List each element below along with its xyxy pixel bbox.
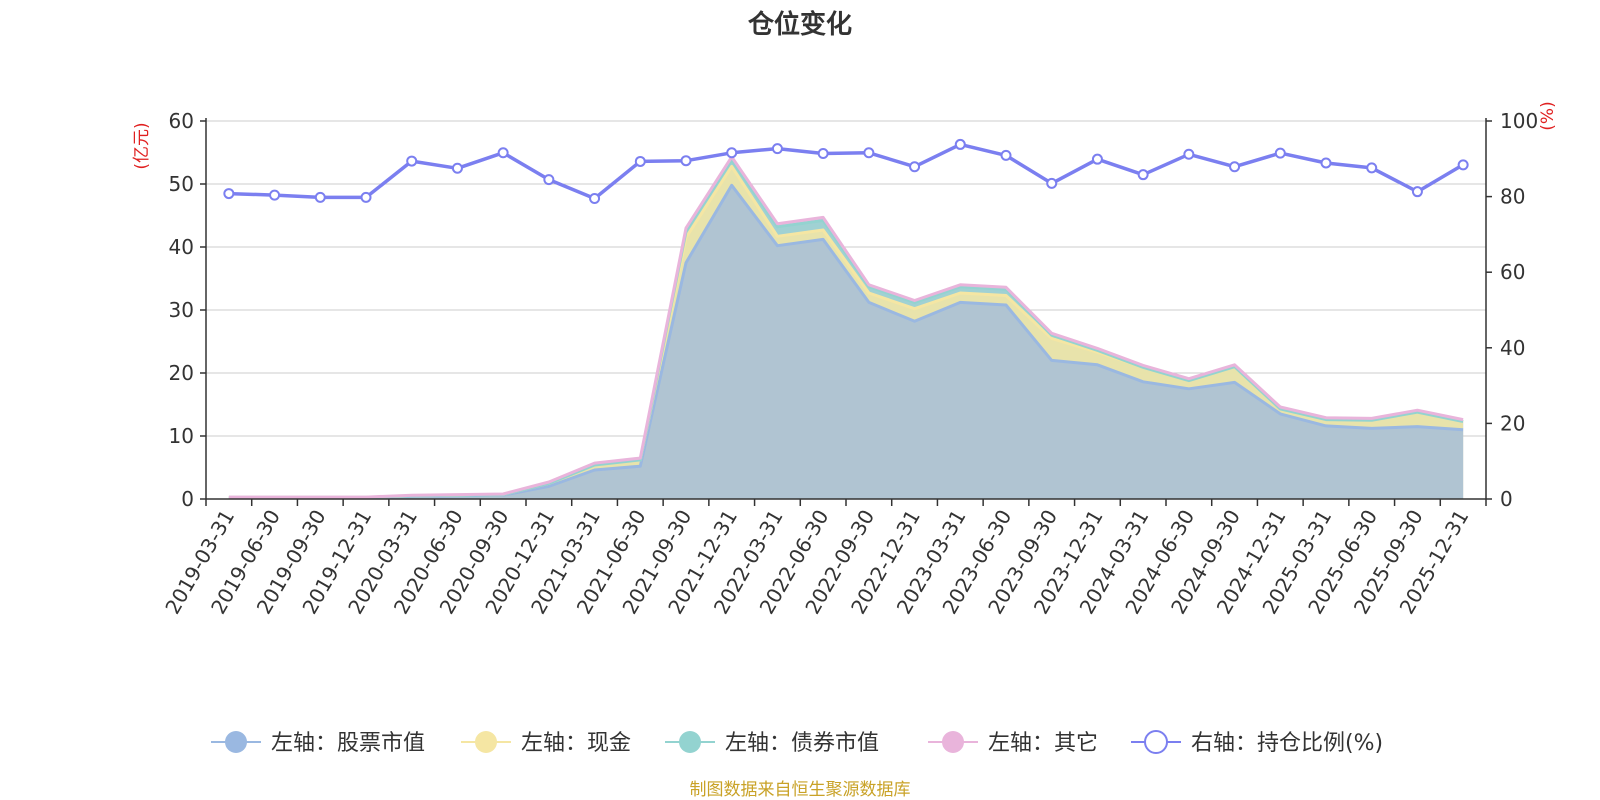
- legend[interactable]: 左轴：股票市值 左轴：现金 左轴：债券市值 左轴：其它 右轴：持仓比例(%): [211, 730, 1383, 756]
- ratio-point: [589, 192, 601, 204]
- legend-label: 左轴：其它: [988, 731, 1098, 756]
- left-axis-tick-label: 30: [169, 298, 194, 322]
- ratio-point: [406, 155, 418, 167]
- left-axis-tick-label: 0: [181, 487, 194, 511]
- ratio-point: [771, 143, 783, 155]
- legend-bond-value[interactable]: 左轴：债券市值: [665, 731, 879, 756]
- ratio-point: [314, 191, 326, 203]
- ratio-point: [726, 147, 738, 159]
- legend-label: 左轴：现金: [521, 731, 631, 756]
- ratio-point: [497, 147, 509, 159]
- ratio-point: [1411, 186, 1423, 198]
- left-axis-tick-label: 10: [169, 424, 194, 448]
- ratio-point: [954, 138, 966, 150]
- ratio-point: [680, 155, 692, 167]
- legend-label: 右轴：持仓比例(%): [1191, 731, 1383, 756]
- stacked-areas: [228, 155, 1464, 500]
- legend-stock-value[interactable]: 左轴：股票市值: [211, 731, 425, 756]
- legend-label: 左轴：债券市值: [725, 731, 879, 756]
- other-line: [228, 155, 1464, 499]
- ratio-point: [360, 191, 372, 203]
- ratio-line-series: [223, 138, 1469, 204]
- ratio-point: [1229, 161, 1241, 173]
- left-axis-tick-label: 50: [169, 172, 194, 196]
- right-axis-tick-label: 80: [1500, 185, 1525, 209]
- axes: 0 10 20 30 40 50 60 0 20 40 60 80 100: [169, 109, 1539, 511]
- left-axis-unit: (亿元): [132, 122, 152, 169]
- ratio-point: [817, 148, 829, 160]
- chart-title: 仓位变化: [747, 9, 852, 40]
- ratio-point: [909, 161, 921, 173]
- legend-other[interactable]: 左轴：其它: [928, 731, 1098, 756]
- right-axis-unit: (%): [1538, 101, 1558, 130]
- right-axis-tick-label: 60: [1500, 260, 1525, 284]
- ratio-point: [1137, 169, 1149, 181]
- ratio-point: [543, 174, 555, 186]
- ratio-point: [1274, 147, 1286, 159]
- legend-marker: [1144, 730, 1168, 754]
- legend-label: 左轴：股票市值: [271, 731, 425, 756]
- stock-value-area: [228, 185, 1464, 500]
- legend-marker: [475, 731, 497, 753]
- ratio-point: [1457, 159, 1469, 171]
- right-axis-tick-label: 40: [1500, 336, 1525, 360]
- ratio-point: [1046, 177, 1058, 189]
- ratio-point: [1320, 157, 1332, 169]
- ratio-point: [1366, 162, 1378, 174]
- ratio-point: [634, 155, 646, 167]
- legend-ratio[interactable]: 右轴：持仓比例(%): [1131, 730, 1383, 756]
- legend-marker: [942, 731, 964, 753]
- ratio-point: [1183, 148, 1195, 160]
- ratio-point: [1091, 153, 1103, 165]
- x-axis-labels: 2019-03-312019-06-302019-09-302019-12-31…: [160, 505, 1473, 618]
- right-axis-tick-label: 0: [1500, 487, 1513, 511]
- ratio-point: [223, 188, 235, 200]
- right-axis-tick-label: 100: [1500, 109, 1538, 133]
- ratio-point: [451, 162, 463, 174]
- legend-marker: [225, 731, 247, 753]
- right-axis-tick-label: 20: [1500, 411, 1525, 435]
- left-axis-tick-label: 40: [169, 235, 194, 259]
- left-axis-tick-label: 60: [169, 109, 194, 133]
- ratio-point: [1000, 149, 1012, 161]
- ratio-point: [863, 147, 875, 159]
- data-source-note: 制图数据来自恒生聚源数据库: [690, 780, 911, 800]
- legend-marker: [679, 731, 701, 753]
- ratio-line: [228, 142, 1464, 201]
- legend-cash[interactable]: 左轴：现金: [461, 731, 631, 756]
- ratio-point: [269, 189, 281, 201]
- left-axis-tick-label: 20: [169, 361, 194, 385]
